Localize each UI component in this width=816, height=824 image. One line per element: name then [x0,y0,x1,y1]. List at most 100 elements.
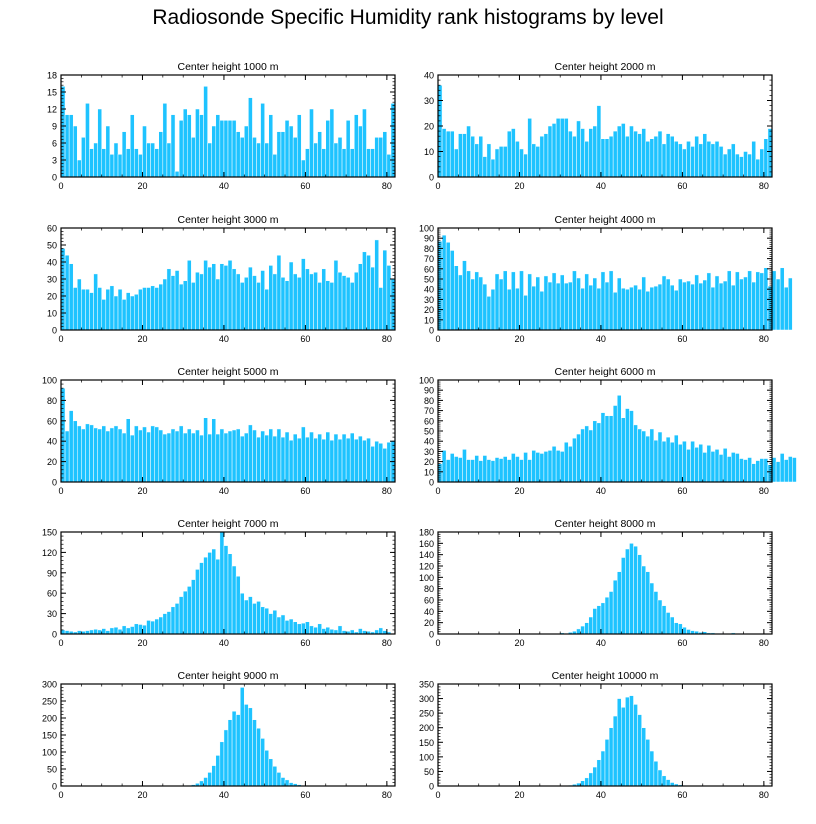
histogram-bar [85,288,90,331]
histogram-bar [673,434,679,483]
histogram-bar [150,142,155,178]
y-tick-label: 100 [42,376,57,386]
histogram-bar [187,114,192,178]
x-tick-label: 40 [596,790,606,800]
histogram-panel: Center height 4000 m01020304050607080901… [419,214,793,344]
histogram-bar [604,739,610,787]
histogram-bar [211,418,217,483]
histogram-bar [792,457,797,483]
x-tick-label: 0 [58,790,63,800]
histogram-bar [235,131,241,178]
histogram-bar [559,451,565,483]
y-tick-label: 15 [47,88,57,98]
histogram-bar [783,286,789,331]
histogram-bar [276,131,282,178]
histogram-bar [588,128,594,178]
histogram-bar [629,543,634,635]
histogram-bar [296,623,302,635]
histogram-bar [665,133,671,178]
histogram-bar [690,146,695,178]
y-tick-label: 0 [429,782,434,792]
panel-title: Center height 6000 m [555,366,656,378]
histogram-bar [486,296,492,331]
histogram-bar [755,158,761,178]
x-tick-label: 60 [677,486,687,496]
histogram-bar [771,270,777,331]
histogram-bar [187,586,192,635]
histogram-bar [547,281,553,331]
histogram-bar [535,452,541,483]
histogram-bar [191,432,196,483]
histogram-bar [743,459,748,483]
histogram-bar [686,141,691,178]
histogram-bar [722,448,728,483]
histogram-bar [731,284,736,331]
histogram-bar [109,154,115,178]
histogram-bar [195,429,200,483]
histogram-bar [702,279,708,331]
histogram-bar [726,456,732,483]
histogram-bar [759,148,765,178]
histogram-bar [621,417,626,483]
histogram-bar [378,287,384,331]
histogram-panel: Center height 2000 m 0 10 20 30 40 0 20 40 60 80 [424,61,773,191]
histogram-bar [309,625,314,635]
histogram-bar [292,621,298,635]
histogram-bar [657,283,663,331]
x-tick-label: 0 [58,486,63,496]
histogram-bar [482,156,488,178]
histogram-bar [511,453,516,483]
histogram-bar [506,130,512,178]
histogram-bar [678,444,683,483]
histogram-bar [502,146,508,178]
histogram-bar [109,427,115,483]
histogram-bar [264,434,269,483]
histogram-bar [248,97,253,178]
y-tick-label: 250 [419,709,434,719]
histogram-bar [759,458,765,483]
x-tick-label: 0 [435,334,440,344]
histogram-bar [390,278,396,331]
histogram-bar [506,288,512,331]
histogram-bar [731,452,736,483]
histogram-bar [68,410,74,483]
histogram-bar [109,285,115,331]
histogram-bar [129,434,135,483]
histogram-bar [85,423,90,483]
histogram-bar [608,591,614,635]
x-tick-label: 80 [382,486,392,496]
histogram-bar [162,613,168,635]
y-tick-label: 6 [52,139,57,149]
histogram-bar [158,429,164,483]
y-tick-label: 80 [424,244,434,254]
histogram-bar [349,432,355,483]
histogram-bar [519,270,524,331]
histogram-bar [633,130,638,178]
histogram-bar [633,424,638,483]
histogram-bar [301,622,306,635]
y-tick-label: 0 [429,630,434,640]
histogram-bar [458,457,463,483]
histogram-bar [645,739,651,787]
y-tick-label: 150 [419,738,434,748]
histogram-bar [788,277,793,331]
histogram-bar [625,408,630,483]
histogram-bar [625,696,630,787]
histogram-bar [284,779,290,787]
y-tick-label: 40 [424,607,434,617]
histogram-bar [775,278,781,331]
x-tick-label: 20 [137,486,147,496]
histogram-bar [109,627,115,635]
histogram-bar [117,628,123,635]
histogram-bar [527,273,532,331]
histogram-bar [702,133,708,178]
y-tick-label: 250 [42,697,57,707]
histogram-bar [625,548,630,635]
y-tick-label: 0 [52,173,57,183]
histogram-bar [600,412,606,483]
histogram-bar [374,239,379,331]
histogram-bar [580,287,585,331]
histogram-bar [608,727,614,787]
histogram-bar [301,159,306,178]
histogram-bar [454,265,459,331]
